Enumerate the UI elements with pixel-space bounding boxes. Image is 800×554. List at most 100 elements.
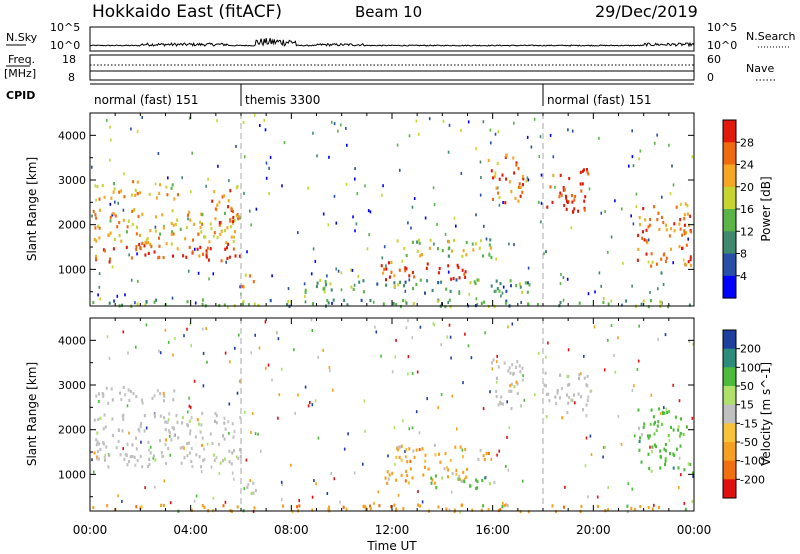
echo-pixel	[151, 396, 154, 400]
scatter-pixel	[124, 293, 126, 297]
echo-pixel	[390, 260, 393, 264]
scatter-pixel	[193, 379, 196, 383]
scatter-pixel	[108, 356, 111, 360]
echo-pixel	[642, 425, 645, 429]
y-tick-label: 2000	[58, 424, 86, 437]
scatter-pixel	[617, 336, 619, 340]
echo-pixel	[231, 451, 234, 455]
echo-pixel	[596, 504, 599, 508]
echo-pixel	[123, 195, 126, 199]
echo-pixel	[583, 376, 586, 380]
scatter-pixel	[508, 242, 510, 246]
echo-pixel	[380, 264, 383, 268]
echo-pixel	[561, 416, 564, 420]
echo-pixel	[521, 190, 524, 194]
echo-pixel	[500, 402, 502, 406]
echo-pixel	[111, 398, 114, 402]
echo-pixel	[238, 216, 241, 220]
echo-pixel	[167, 429, 170, 433]
echo-pixel	[519, 370, 522, 374]
scatter-pixel	[335, 267, 337, 271]
echo-pixel	[448, 240, 451, 244]
echo-pixel	[626, 510, 629, 514]
echo-pixel	[323, 290, 326, 294]
time-axis-ticks: 00:00 04:00 08:00 12:00 16:00 20:00 00:00	[73, 523, 712, 537]
scatter-pixel	[671, 164, 673, 168]
echo-pixel	[411, 476, 414, 480]
echo-pixel	[134, 193, 137, 197]
scatter-pixel	[312, 131, 314, 135]
echo-pixel	[393, 284, 396, 288]
scatter-pixel	[109, 125, 111, 129]
scatter-pixel	[495, 257, 497, 261]
echo-pixel	[291, 510, 294, 514]
echo-pixel	[560, 193, 563, 197]
echo-pixel	[165, 438, 168, 442]
echo-pixel	[185, 255, 188, 259]
echo-pixel	[459, 445, 462, 449]
scatter-pixel	[145, 323, 148, 327]
echo-pixel	[508, 389, 511, 393]
echo-pixel	[521, 174, 524, 179]
echo-pixel	[188, 419, 191, 423]
echo-pixel	[551, 200, 554, 204]
colorbar-frame	[722, 329, 737, 499]
scatter-pixel	[437, 406, 439, 410]
echo-pixel	[378, 504, 381, 508]
echo-pixel	[404, 280, 407, 284]
echo-pixel	[246, 485, 249, 489]
scatter-pixel	[253, 113, 256, 117]
echo-pixel	[505, 153, 508, 157]
echo-pixel	[384, 476, 387, 480]
echo-pixel	[112, 247, 115, 251]
scatter-pixel	[158, 349, 160, 353]
scatter-pixel	[399, 168, 401, 172]
scatter-pixel	[589, 434, 592, 438]
echo-pixel	[563, 505, 565, 509]
echo-pixel	[571, 398, 574, 402]
cpid-segment-label: normal (fast) 151	[547, 93, 651, 107]
echo-pixel	[430, 476, 433, 480]
scatter-pixel	[521, 479, 524, 483]
scatter-pixel	[375, 330, 378, 334]
scatter-pixel	[217, 164, 219, 168]
echo-pixel	[391, 471, 394, 475]
scatter-pixel	[490, 141, 492, 145]
echo-pixel	[95, 216, 98, 220]
scatter-pixel	[134, 301, 136, 305]
scatter-pixel	[407, 221, 409, 225]
echo-pixel	[109, 215, 112, 219]
echo-pixel	[607, 508, 609, 512]
scatter-pixel	[596, 495, 599, 499]
scatter-pixel	[432, 186, 435, 190]
scatter-pixel	[316, 154, 318, 158]
echo-pixel	[176, 247, 179, 251]
echo-pixel	[98, 197, 101, 201]
echo-pixel	[418, 241, 421, 245]
scatter-pixel	[502, 501, 504, 505]
scatter-pixel	[350, 268, 352, 272]
echo-pixel	[434, 474, 437, 478]
echo-pixel	[101, 183, 104, 188]
echo-pixel	[543, 383, 546, 387]
echo-pixel	[421, 253, 423, 257]
echo-pixel	[190, 416, 193, 420]
echo-pixel	[236, 505, 239, 509]
echo-pixel	[667, 434, 670, 438]
echo-pixel	[385, 278, 387, 282]
colorbar-swatch	[723, 231, 736, 255]
scatter-pixel	[244, 410, 246, 414]
scatter-pixel	[672, 261, 674, 265]
echo-pixel	[405, 254, 408, 258]
scatter-pixel	[587, 292, 590, 296]
echo-pixel	[490, 169, 493, 173]
scatter-pixel	[191, 151, 193, 155]
scatter-pixel	[501, 291, 504, 295]
echo-pixel	[159, 392, 162, 396]
echo-pixel	[228, 460, 231, 464]
echo-pixel	[688, 303, 691, 307]
echo-pixel	[419, 278, 422, 282]
echo-pixel	[152, 454, 155, 458]
noise-right-tick-top: 10^5	[707, 21, 737, 34]
